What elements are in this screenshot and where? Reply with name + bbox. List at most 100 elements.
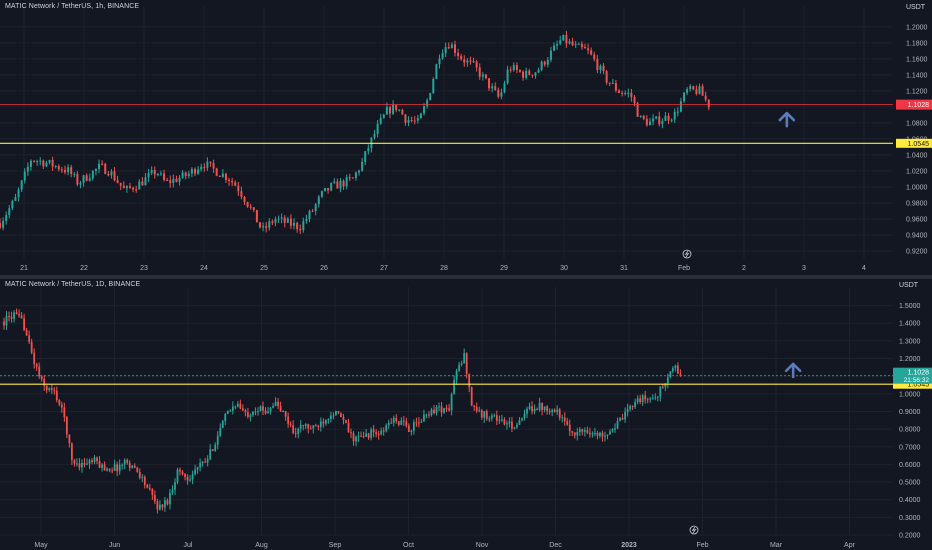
candle-body	[196, 467, 199, 470]
candle-body	[636, 398, 639, 403]
hourly-chart-svg[interactable]: 21 22 23 24 25 26 27 28 29 30 31 Feb 2 3 41.20001.1800…	[0, 0, 932, 275]
candle-body	[218, 175, 221, 177]
candle-body	[556, 43, 559, 46]
candle-body	[596, 433, 599, 436]
x-tick-label: May	[34, 542, 48, 549]
daily-chart-svg[interactable]: May Jun Jul Aug Sep Oct Nov Dec 2023 Feb Mar Apr 1.5…	[0, 279, 932, 550]
candle-body	[354, 172, 357, 178]
y-tick-label: 0.9000	[899, 409, 921, 416]
candle-body	[392, 104, 395, 114]
candle-body	[323, 188, 326, 192]
hourly-chart-pane[interactable]: 21 22 23 24 25 26 27 28 29 30 31 Feb 2 3 4 1.2000 1.1800…	[0, 0, 932, 275]
candle-body	[395, 417, 398, 422]
x-tick-label: Apr	[844, 542, 856, 549]
candle-body	[404, 114, 407, 123]
candle-body	[135, 189, 138, 191]
candle-body	[614, 428, 616, 430]
candle-body	[48, 159, 51, 163]
candle-body	[631, 406, 634, 408]
candle-body	[385, 107, 388, 115]
candle-body	[666, 377, 669, 384]
candle-body	[336, 181, 339, 189]
candle-body	[646, 399, 649, 401]
candle-body	[453, 379, 456, 395]
candle-body	[626, 408, 629, 412]
candle-body	[443, 408, 445, 413]
candle-body	[645, 118, 648, 126]
candle-body	[591, 433, 594, 435]
candle-body	[490, 415, 493, 419]
candle-body	[543, 61, 546, 65]
candle-body	[382, 430, 385, 432]
candle-body	[661, 386, 664, 388]
candle-body	[556, 409, 559, 412]
pane-divider[interactable]	[0, 275, 932, 279]
candle-body	[274, 401, 277, 407]
candle-body	[244, 410, 247, 413]
candle-body	[528, 406, 531, 409]
candle-body	[392, 417, 395, 423]
candle-body	[337, 411, 340, 414]
candle-body	[460, 363, 463, 365]
candle-body	[271, 221, 274, 223]
candle-body	[122, 185, 125, 189]
candle-body	[568, 41, 571, 44]
candle-body	[169, 492, 171, 505]
candle-body	[171, 489, 174, 493]
candle-body	[96, 457, 98, 462]
candle-body	[604, 435, 606, 437]
candle-body	[566, 421, 569, 425]
candle-body	[503, 419, 506, 425]
candle-body	[340, 413, 342, 418]
candle-body	[240, 191, 243, 197]
candle-body	[351, 177, 354, 179]
candle-body	[475, 406, 478, 411]
candle-body	[204, 461, 207, 463]
candle-body	[103, 464, 106, 471]
candle-body	[264, 410, 267, 414]
hourly-symbol-title: MATIC Network / TetherUS, 1h, BINANCE	[5, 3, 140, 10]
candle-body	[380, 430, 383, 435]
candle-body	[81, 462, 83, 468]
candle-body	[60, 169, 63, 171]
candle-body	[147, 173, 150, 178]
candle-body	[184, 172, 187, 177]
candle-body	[602, 65, 605, 72]
x-tick-label: 4	[862, 265, 866, 272]
candle-body	[311, 210, 314, 212]
candle-body	[639, 115, 642, 117]
candle-body	[65, 417, 68, 435]
candle-body	[671, 368, 674, 372]
candle-body	[190, 168, 193, 174]
candle-body	[370, 429, 373, 438]
support-price-label: 1.0545	[908, 382, 930, 389]
candle-body	[599, 432, 601, 436]
candle-body	[410, 430, 413, 432]
x-tick-label: 29	[500, 265, 508, 272]
candle-body	[491, 86, 494, 89]
candle-body	[546, 406, 549, 412]
candle-body	[484, 74, 487, 79]
candle-body	[586, 430, 589, 433]
candle-body	[463, 353, 466, 364]
candle-body	[166, 179, 169, 181]
support-price-label: 1.0545	[908, 141, 930, 148]
candle-body	[596, 59, 599, 71]
candle-body	[8, 208, 11, 216]
candle-body	[143, 476, 146, 485]
candle-body	[294, 433, 297, 435]
candle-body	[466, 60, 469, 63]
candle-body	[131, 465, 134, 468]
candle-body	[55, 390, 58, 401]
candle-body	[224, 173, 227, 180]
up-arrow-annotation	[784, 362, 802, 379]
candle-body	[302, 425, 305, 427]
candle-body	[478, 67, 481, 77]
candle-body	[249, 415, 252, 417]
candle-body	[70, 443, 73, 460]
x-tick-label: 2023	[621, 542, 637, 549]
candle-body	[164, 500, 166, 508]
daily-chart-pane[interactable]: May Jun Jul Aug Sep Oct Nov Dec 2023 Feb Mar Apr 1.5…	[0, 279, 932, 550]
up-arrow-annotation	[778, 111, 796, 128]
candle-body	[156, 174, 159, 176]
